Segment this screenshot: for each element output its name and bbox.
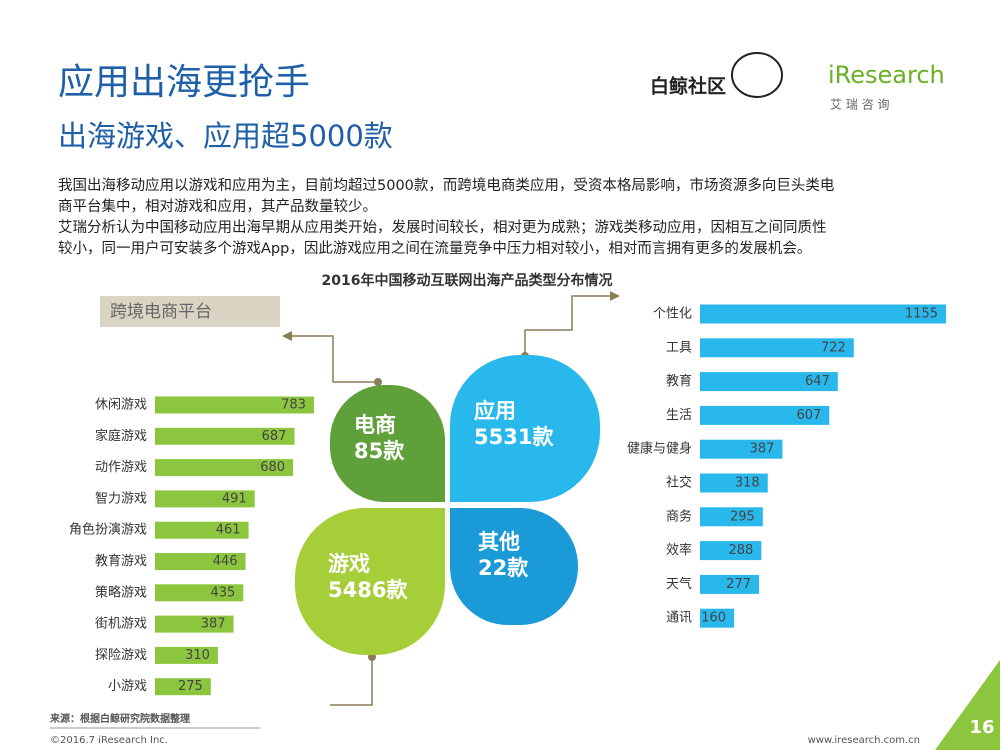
value-label: 387 (750, 442, 775, 457)
value-label: 783 (281, 398, 306, 413)
body-line: 商平台集中，相对游戏和应用，其产品数量较少。 (58, 197, 377, 215)
body-line: 较小，同一用户可安装多个游戏App，因此游戏应用之间在流量竞争中压力相对较小，相… (58, 239, 811, 257)
petal (330, 385, 445, 502)
value-label: 387 (201, 617, 226, 632)
value-label: 160 (701, 611, 726, 626)
bar (155, 553, 246, 570)
bar (155, 615, 234, 633)
value-label: 446 (213, 554, 238, 569)
bar (155, 678, 211, 696)
whale-icon (731, 52, 783, 98)
petal-count: 5486款 (328, 578, 408, 602)
value-label: 435 (210, 585, 235, 600)
callout-text: 跨境电商平台 (110, 302, 212, 322)
category-label: 策略游戏 (95, 584, 147, 600)
page-number: 16 (969, 717, 994, 738)
value-label: 310 (185, 648, 210, 663)
bar (155, 646, 218, 664)
bar (700, 507, 763, 527)
logo-baijing: 白鲸社区 (650, 75, 726, 98)
body-text: 我国出海移动应用以游戏和应用为主，目前均超过5000款，而跨境电商类应用，受资本… (58, 176, 834, 257)
petal-label: 其他 (478, 530, 520, 554)
subtitle: 出海游戏、应用超5000款 (58, 119, 393, 153)
petal (295, 508, 445, 655)
category-label: 智力游戏 (95, 491, 147, 506)
body-line: 艾瑞分析认为中国移动应用出海早期从应用类开始，发展时间较长，相对更为成熟；游戏类… (58, 218, 827, 236)
figure-title: 2016年中国移动互联网出海产品类型分布情况 (322, 272, 613, 289)
value-label: 277 (726, 577, 751, 592)
category-label: 教育 (666, 373, 692, 389)
callout-box (100, 296, 280, 327)
petal-count: 85款 (354, 439, 405, 463)
category-label: 工具 (666, 340, 692, 355)
url: www.iresearch.com.cn (808, 735, 920, 746)
value-label: 288 (729, 543, 754, 558)
value-label: 491 (222, 491, 247, 506)
category-label: 街机游戏 (95, 617, 147, 632)
petal (450, 508, 578, 625)
bar (155, 396, 314, 414)
category-label: 休闲游戏 (95, 398, 147, 413)
category-label: 生活 (666, 408, 692, 423)
category-label: 健康与健身 (627, 441, 692, 457)
bar (700, 439, 783, 459)
bar (700, 372, 838, 392)
logo-iresearch-cn: 艾 瑞 咨 询 (830, 97, 889, 112)
bar (700, 574, 760, 594)
value-label: 722 (821, 340, 846, 355)
bar (155, 521, 249, 539)
value-label: 687 (262, 429, 287, 444)
value-label: 318 (735, 476, 760, 491)
value-label: 295 (730, 509, 755, 524)
value-label: 647 (805, 374, 830, 389)
category-label: 家庭游戏 (95, 428, 147, 444)
petal-count: 5531款 (474, 425, 554, 449)
corner-triangle (935, 660, 1000, 750)
bar (155, 459, 294, 477)
bar (700, 541, 762, 561)
connectors (290, 295, 612, 706)
bar (700, 473, 768, 493)
petal-label: 应用 (474, 399, 516, 423)
bar (700, 338, 854, 358)
petal-count: 22款 (478, 556, 529, 580)
petal-label: 游戏 (328, 552, 370, 576)
value-label: 607 (796, 408, 821, 423)
body-line: 我国出海移动应用以游戏和应用为主，目前均超过5000款，而跨境电商类应用，受资本… (58, 176, 834, 194)
source: 来源：根据白鲸研究院数据整理 (49, 712, 190, 725)
bar (155, 490, 255, 508)
bar (700, 608, 735, 628)
value-label: 461 (216, 523, 241, 538)
petal (450, 355, 600, 502)
category-label: 通讯 (666, 611, 692, 626)
value-label: 1155 (905, 307, 938, 322)
bar (700, 304, 947, 324)
category-label: 探险游戏 (95, 648, 147, 663)
value-label: 275 (178, 679, 203, 694)
value-label: 680 (260, 460, 285, 475)
category-label: 商务 (666, 508, 692, 524)
category-label: 角色扮演游戏 (69, 522, 147, 538)
category-label: 个性化 (653, 307, 692, 322)
bar (155, 427, 295, 445)
category-label: 效率 (666, 542, 692, 558)
category-label: 社交 (666, 475, 692, 491)
petal-label: 电商 (354, 413, 396, 437)
category-label: 动作游戏 (95, 460, 147, 475)
bar (700, 405, 830, 425)
category-label: 教育游戏 (95, 553, 147, 569)
copyright: ©2016.7 iResearch Inc. (50, 735, 168, 746)
bar (155, 584, 244, 602)
category-label: 天气 (666, 576, 692, 592)
logo-iresearch: iResearch (828, 61, 945, 89)
title: 应用出海更抢手 (58, 62, 310, 103)
category-label: 小游戏 (108, 679, 147, 694)
